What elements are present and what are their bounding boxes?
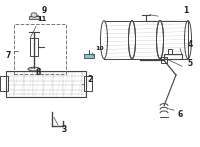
- Text: 5: 5: [187, 59, 193, 68]
- Text: 6: 6: [177, 110, 183, 119]
- Text: 11: 11: [37, 16, 47, 22]
- Bar: [84, 54, 94, 58]
- Bar: [161, 57, 167, 63]
- Text: 1: 1: [183, 6, 189, 15]
- Text: 7: 7: [5, 51, 11, 60]
- Bar: [14, 24, 66, 74]
- Ellipse shape: [101, 21, 108, 59]
- Text: 4: 4: [187, 40, 193, 49]
- Circle shape: [31, 13, 37, 17]
- Bar: [29, 16, 39, 19]
- Bar: [104, 21, 132, 59]
- Bar: [164, 54, 182, 59]
- Text: 3: 3: [61, 125, 67, 134]
- Text: 9: 9: [41, 6, 47, 15]
- Bar: [84, 76, 92, 91]
- Bar: [160, 21, 188, 59]
- Bar: [132, 21, 160, 59]
- Bar: [168, 49, 172, 54]
- Bar: [0, 76, 8, 91]
- Bar: [30, 38, 38, 56]
- Text: 8: 8: [35, 67, 41, 77]
- Ellipse shape: [128, 21, 136, 59]
- Text: 10: 10: [96, 46, 104, 51]
- Ellipse shape: [156, 21, 164, 59]
- Text: 2: 2: [87, 75, 93, 84]
- Bar: [6, 71, 86, 97]
